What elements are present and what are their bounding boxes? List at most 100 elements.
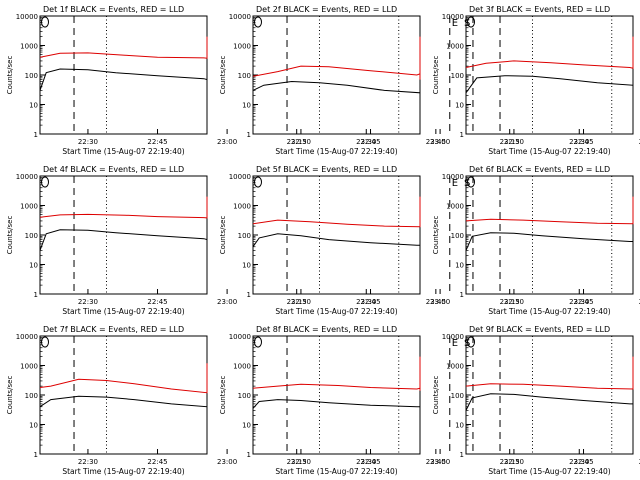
chart-4-ytick-label: 10 xyxy=(29,262,38,270)
chart-2-ytick-label: 10 xyxy=(242,102,251,110)
chart-4-xtick-label: 23:00 xyxy=(217,298,237,306)
chart-8-ytick-label: 10 xyxy=(242,422,251,430)
chart-1-xtick-label: 23:15 xyxy=(287,138,307,146)
chart-4-xtick-label: 22:30 xyxy=(78,298,98,306)
chart-3-ylabel: Counts/sec xyxy=(432,56,440,95)
chart-9-ytick-label: 1 xyxy=(460,451,464,459)
chart-2-xtick-label: 23:30 xyxy=(569,138,589,146)
chart-3-title: Det 3f BLACK = Events, RED = LLD xyxy=(469,5,610,14)
chart-3-ytick-label: 100 xyxy=(451,72,464,80)
chart-7-series-lld-line xyxy=(39,363,208,394)
chart-4-series-events-line xyxy=(39,223,208,286)
chart-4-ytick-label: 10000 xyxy=(16,173,38,181)
chart-7-title: Det 7f BLACK = Events, RED = LLD xyxy=(43,325,184,334)
chart-5-xlabel: Start Time (15-Aug-07 22:19:40) xyxy=(275,307,397,316)
chart-8-xtick-label: 23:00 xyxy=(430,458,450,466)
chart-8-xtick-label: 22:30 xyxy=(291,458,311,466)
chart-4-xtick-label: 23:30 xyxy=(356,298,376,306)
chart-3-start-marker xyxy=(467,16,475,28)
chart-8-title: Det 8f BLACK = Events, RED = LLD xyxy=(256,325,397,334)
chart-5-series-events-line xyxy=(252,221,421,277)
chart-5-xtick-label: 23:15 xyxy=(500,298,520,306)
chart-9-start-marker xyxy=(467,336,475,348)
chart-6-series-lld-line xyxy=(465,196,634,225)
chart-3-ytick-label: 1000 xyxy=(446,43,464,51)
chart-4-title: Det 4f BLACK = Events, RED = LLD xyxy=(43,165,184,174)
chart-2-ytick-label: 1 xyxy=(247,131,251,139)
chart-9-series-events-line xyxy=(465,381,634,440)
chart-2-xtick-label: 23:45 xyxy=(639,138,640,146)
chart-8-xtick-label: 23:15 xyxy=(500,458,520,466)
chart-8-ytick-label: 100 xyxy=(238,392,251,400)
chart-1-marker-label-e: E xyxy=(452,18,458,29)
chart-7-ytick-label: 10000 xyxy=(16,333,38,341)
chart-6-ytick-label: 1 xyxy=(460,291,464,299)
chart-3-series-events-line xyxy=(465,60,634,120)
chart-4-marker-label-e: E xyxy=(452,178,458,189)
chart-2-ylabel: Counts/sec xyxy=(219,56,227,95)
chart-5-title: Det 5f BLACK = Events, RED = LLD xyxy=(256,165,397,174)
chart-5-ytick-label: 10 xyxy=(242,262,251,270)
chart-2-ytick-label: 10000 xyxy=(229,13,251,21)
chart-7-ytick-label: 10 xyxy=(29,422,38,430)
chart-1-ytick-label: 10 xyxy=(29,102,38,110)
chart-2-xtick-label: 23:00 xyxy=(430,138,450,146)
chart-9-ytick-label: 1000 xyxy=(446,363,464,371)
chart-3-ytick-label: 1 xyxy=(460,131,464,139)
chart-5-xtick-label: 23:45 xyxy=(639,298,640,306)
chart-9-title: Det 9f BLACK = Events, RED = LLD xyxy=(469,325,610,334)
chart-9-xlabel: Start Time (15-Aug-07 22:19:40) xyxy=(488,467,610,476)
chart-3-xlabel: Start Time (15-Aug-07 22:19:40) xyxy=(488,147,610,156)
chart-9-xtick-label: 22:45 xyxy=(573,458,593,466)
chart-9-plot-frame xyxy=(465,335,634,455)
chart-3-ytick-label: 10 xyxy=(455,102,464,110)
chart-1-xlabel: Start Time (15-Aug-07 22:19:40) xyxy=(62,147,184,156)
chart-4-series-lld-line xyxy=(39,196,208,219)
chart-2-series-lld-line xyxy=(252,36,421,80)
chart-5-ylabel: Counts/sec xyxy=(219,216,227,255)
chart-5-series-lld-line xyxy=(252,196,421,228)
chart-3-plot-frame xyxy=(465,15,634,135)
chart-1-series-lld-line xyxy=(39,36,208,59)
chart-6-xtick-label: 22:45 xyxy=(573,298,593,306)
chart-2-plot-frame xyxy=(252,15,421,135)
chart-1-ytick-label: 1 xyxy=(34,131,38,139)
chart-4-ytick-label: 1000 xyxy=(20,203,38,211)
chart-8-ylabel: Counts/sec xyxy=(219,376,227,415)
chart-1-ytick-label: 100 xyxy=(25,72,38,80)
chart-5-ytick-label: 1 xyxy=(247,291,251,299)
chart-6-ytick-label: 1000 xyxy=(446,203,464,211)
chart-7-xlabel: Start Time (15-Aug-07 22:19:40) xyxy=(62,467,184,476)
chart-7-series-events-line xyxy=(39,380,208,440)
chart-6-xtick-label: 22:30 xyxy=(504,298,524,306)
chart-8-plot-frame xyxy=(252,335,421,455)
chart-7-xtick-label: 23:15 xyxy=(287,458,307,466)
chart-4-start-marker xyxy=(41,176,49,188)
chart-1-title: Det 1f BLACK = Events, RED = LLD xyxy=(43,5,184,14)
chart-4-xlabel: Start Time (15-Aug-07 22:19:40) xyxy=(62,307,184,316)
chart-8-ytick-label: 1000 xyxy=(233,363,251,371)
chart-4-ytick-label: 100 xyxy=(25,232,38,240)
chart-1-plot-frame xyxy=(39,15,208,135)
chart-8-xtick-label: 22:45 xyxy=(360,458,380,466)
chart-5-plot-frame xyxy=(252,175,421,295)
chart-6-xlabel: Start Time (15-Aug-07 22:19:40) xyxy=(488,307,610,316)
chart-7-xtick-label: 22:30 xyxy=(78,458,98,466)
chart-5-xtick-label: 23:30 xyxy=(569,298,589,306)
chart-1-xtick-label: 23:00 xyxy=(217,138,237,146)
chart-2-xtick-label: 23:15 xyxy=(500,138,520,146)
chart-1-xtick-label: 23:45 xyxy=(426,138,446,146)
chart-6-ytick-label: 10 xyxy=(455,262,464,270)
chart-6-start-marker xyxy=(467,176,475,188)
chart-9-xtick-label: 22:30 xyxy=(504,458,524,466)
chart-4-ylabel: Counts/sec xyxy=(6,216,14,255)
chart-8-ytick-label: 10000 xyxy=(229,333,251,341)
chart-7-xtick-label: 22:45 xyxy=(147,458,167,466)
chart-2-xlabel: Start Time (15-Aug-07 22:19:40) xyxy=(275,147,397,156)
chart-7-start-marker xyxy=(41,336,49,348)
chart-6-title: Det 6f BLACK = Events, RED = LLD xyxy=(469,165,610,174)
chart-1-ytick-label: 1000 xyxy=(20,43,38,51)
chart-8-xtick-label: 23:45 xyxy=(639,458,640,466)
chart-7-xtick-label: 23:45 xyxy=(426,458,446,466)
